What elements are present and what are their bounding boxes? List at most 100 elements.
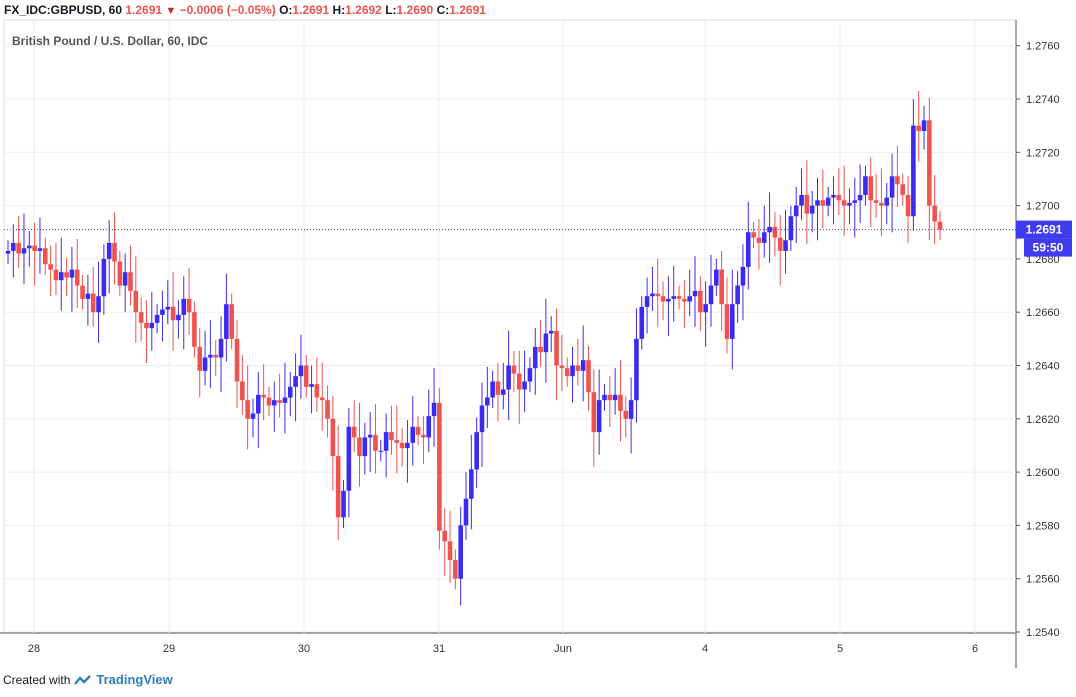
candle-body [932, 205, 937, 222]
countdown-label: 59:50 [1033, 241, 1064, 255]
low-value: 1.2690 [396, 3, 434, 17]
current-price-label: 1.2691 [1026, 223, 1063, 237]
candle-body [815, 200, 820, 206]
candle-body [309, 384, 314, 387]
candle-body [192, 312, 197, 347]
candle-body [516, 373, 522, 390]
candle-body [176, 314, 181, 321]
candle-body [729, 304, 735, 339]
candle-body [575, 365, 581, 371]
candle-body [149, 322, 155, 329]
candle-body [160, 309, 165, 315]
candle-body [277, 400, 282, 403]
candle-body [761, 232, 767, 243]
candle-body [383, 432, 389, 451]
brand-label[interactable]: TradingView [96, 672, 173, 687]
y-tick-label: 1.2680 [1026, 254, 1060, 266]
candle-body [341, 490, 346, 518]
candle-body [740, 266, 746, 286]
candle-body [117, 261, 123, 286]
candle-body [863, 176, 868, 195]
candle-body [208, 354, 213, 358]
candlestick-chart[interactable]: 1.2540 1.2560 1.2580 1.2600 1.2620 1.2640 1.26… [0, 0, 1076, 668]
candle-body [410, 426, 416, 443]
candle-body [777, 237, 783, 251]
candle-body [586, 360, 591, 393]
candle-body [873, 200, 879, 203]
candle-body [11, 242, 16, 251]
candle-body [357, 437, 362, 457]
candle-body [532, 346, 538, 369]
y-tick-label: 1.2600 [1026, 467, 1060, 479]
open-value: 1.2691 [292, 3, 330, 17]
candle-body [788, 216, 794, 241]
candle-body [197, 346, 203, 371]
x-tick-label: 5 [837, 643, 843, 655]
candle-body [229, 304, 234, 339]
candle-body [421, 434, 426, 438]
candle-body [916, 125, 921, 131]
candle-body [426, 416, 432, 438]
candle-body [330, 418, 336, 457]
candle-body [261, 394, 266, 398]
candle-body [602, 394, 607, 401]
candle-body [474, 432, 479, 470]
candle-body [373, 434, 378, 451]
y-tick-label: 1.2540 [1026, 627, 1060, 639]
candle-body [154, 314, 160, 323]
price-change: −0.0006 (−0.05%) [179, 3, 276, 17]
candle-body [442, 530, 448, 542]
candle-body [660, 296, 666, 302]
symbol-header: FX_IDC:GBPUSD, 60 1.2691 ▼ −0.0006 (−0.0… [4, 3, 486, 17]
candle-body [751, 232, 756, 238]
candle-body [74, 269, 80, 286]
candle-body [431, 402, 437, 417]
candle-body [511, 365, 517, 374]
candle-body [671, 296, 677, 299]
candle-body [106, 242, 112, 259]
candle-body [644, 296, 650, 307]
candle-body [804, 194, 810, 214]
candle-body [564, 368, 570, 377]
x-tick-label: 29 [163, 643, 175, 655]
candle-body [394, 440, 400, 443]
candle-body [5, 250, 11, 254]
candle-body [287, 386, 293, 398]
high-value: 1.2692 [345, 3, 382, 17]
candle-body [666, 298, 671, 302]
candle-body [405, 442, 410, 449]
close-value: 1.2691 [449, 3, 486, 17]
candle-body [708, 285, 714, 305]
candle-body [447, 541, 453, 561]
candle-body [303, 365, 309, 387]
open-label: O: [279, 3, 293, 17]
candle-body [133, 290, 139, 313]
candle-body [458, 525, 463, 579]
candle-body [245, 400, 250, 419]
candle-body [538, 346, 543, 353]
candle-body [543, 333, 549, 353]
candle-body [96, 296, 101, 313]
candle-body [911, 125, 916, 217]
candle-body [687, 296, 692, 302]
candle-body [58, 272, 64, 281]
candle-body [271, 400, 277, 406]
last-price: 1.2691 [125, 3, 163, 17]
candle-body [628, 400, 634, 419]
candle-body [857, 194, 863, 201]
candle-body [735, 285, 740, 305]
candle-body [266, 397, 272, 406]
candle-body [745, 232, 751, 267]
candle-body [399, 442, 405, 449]
candle-body [335, 456, 341, 518]
candle-body [831, 194, 836, 198]
candle-body [37, 248, 43, 251]
current-price-tag [1016, 220, 1072, 239]
tradingview-logo-icon [74, 674, 92, 685]
candle-body [522, 381, 527, 390]
candle-body [346, 426, 352, 491]
candle-body [580, 360, 586, 371]
candle-body [298, 365, 304, 377]
candle-body [634, 338, 639, 401]
candle-body [698, 290, 703, 313]
